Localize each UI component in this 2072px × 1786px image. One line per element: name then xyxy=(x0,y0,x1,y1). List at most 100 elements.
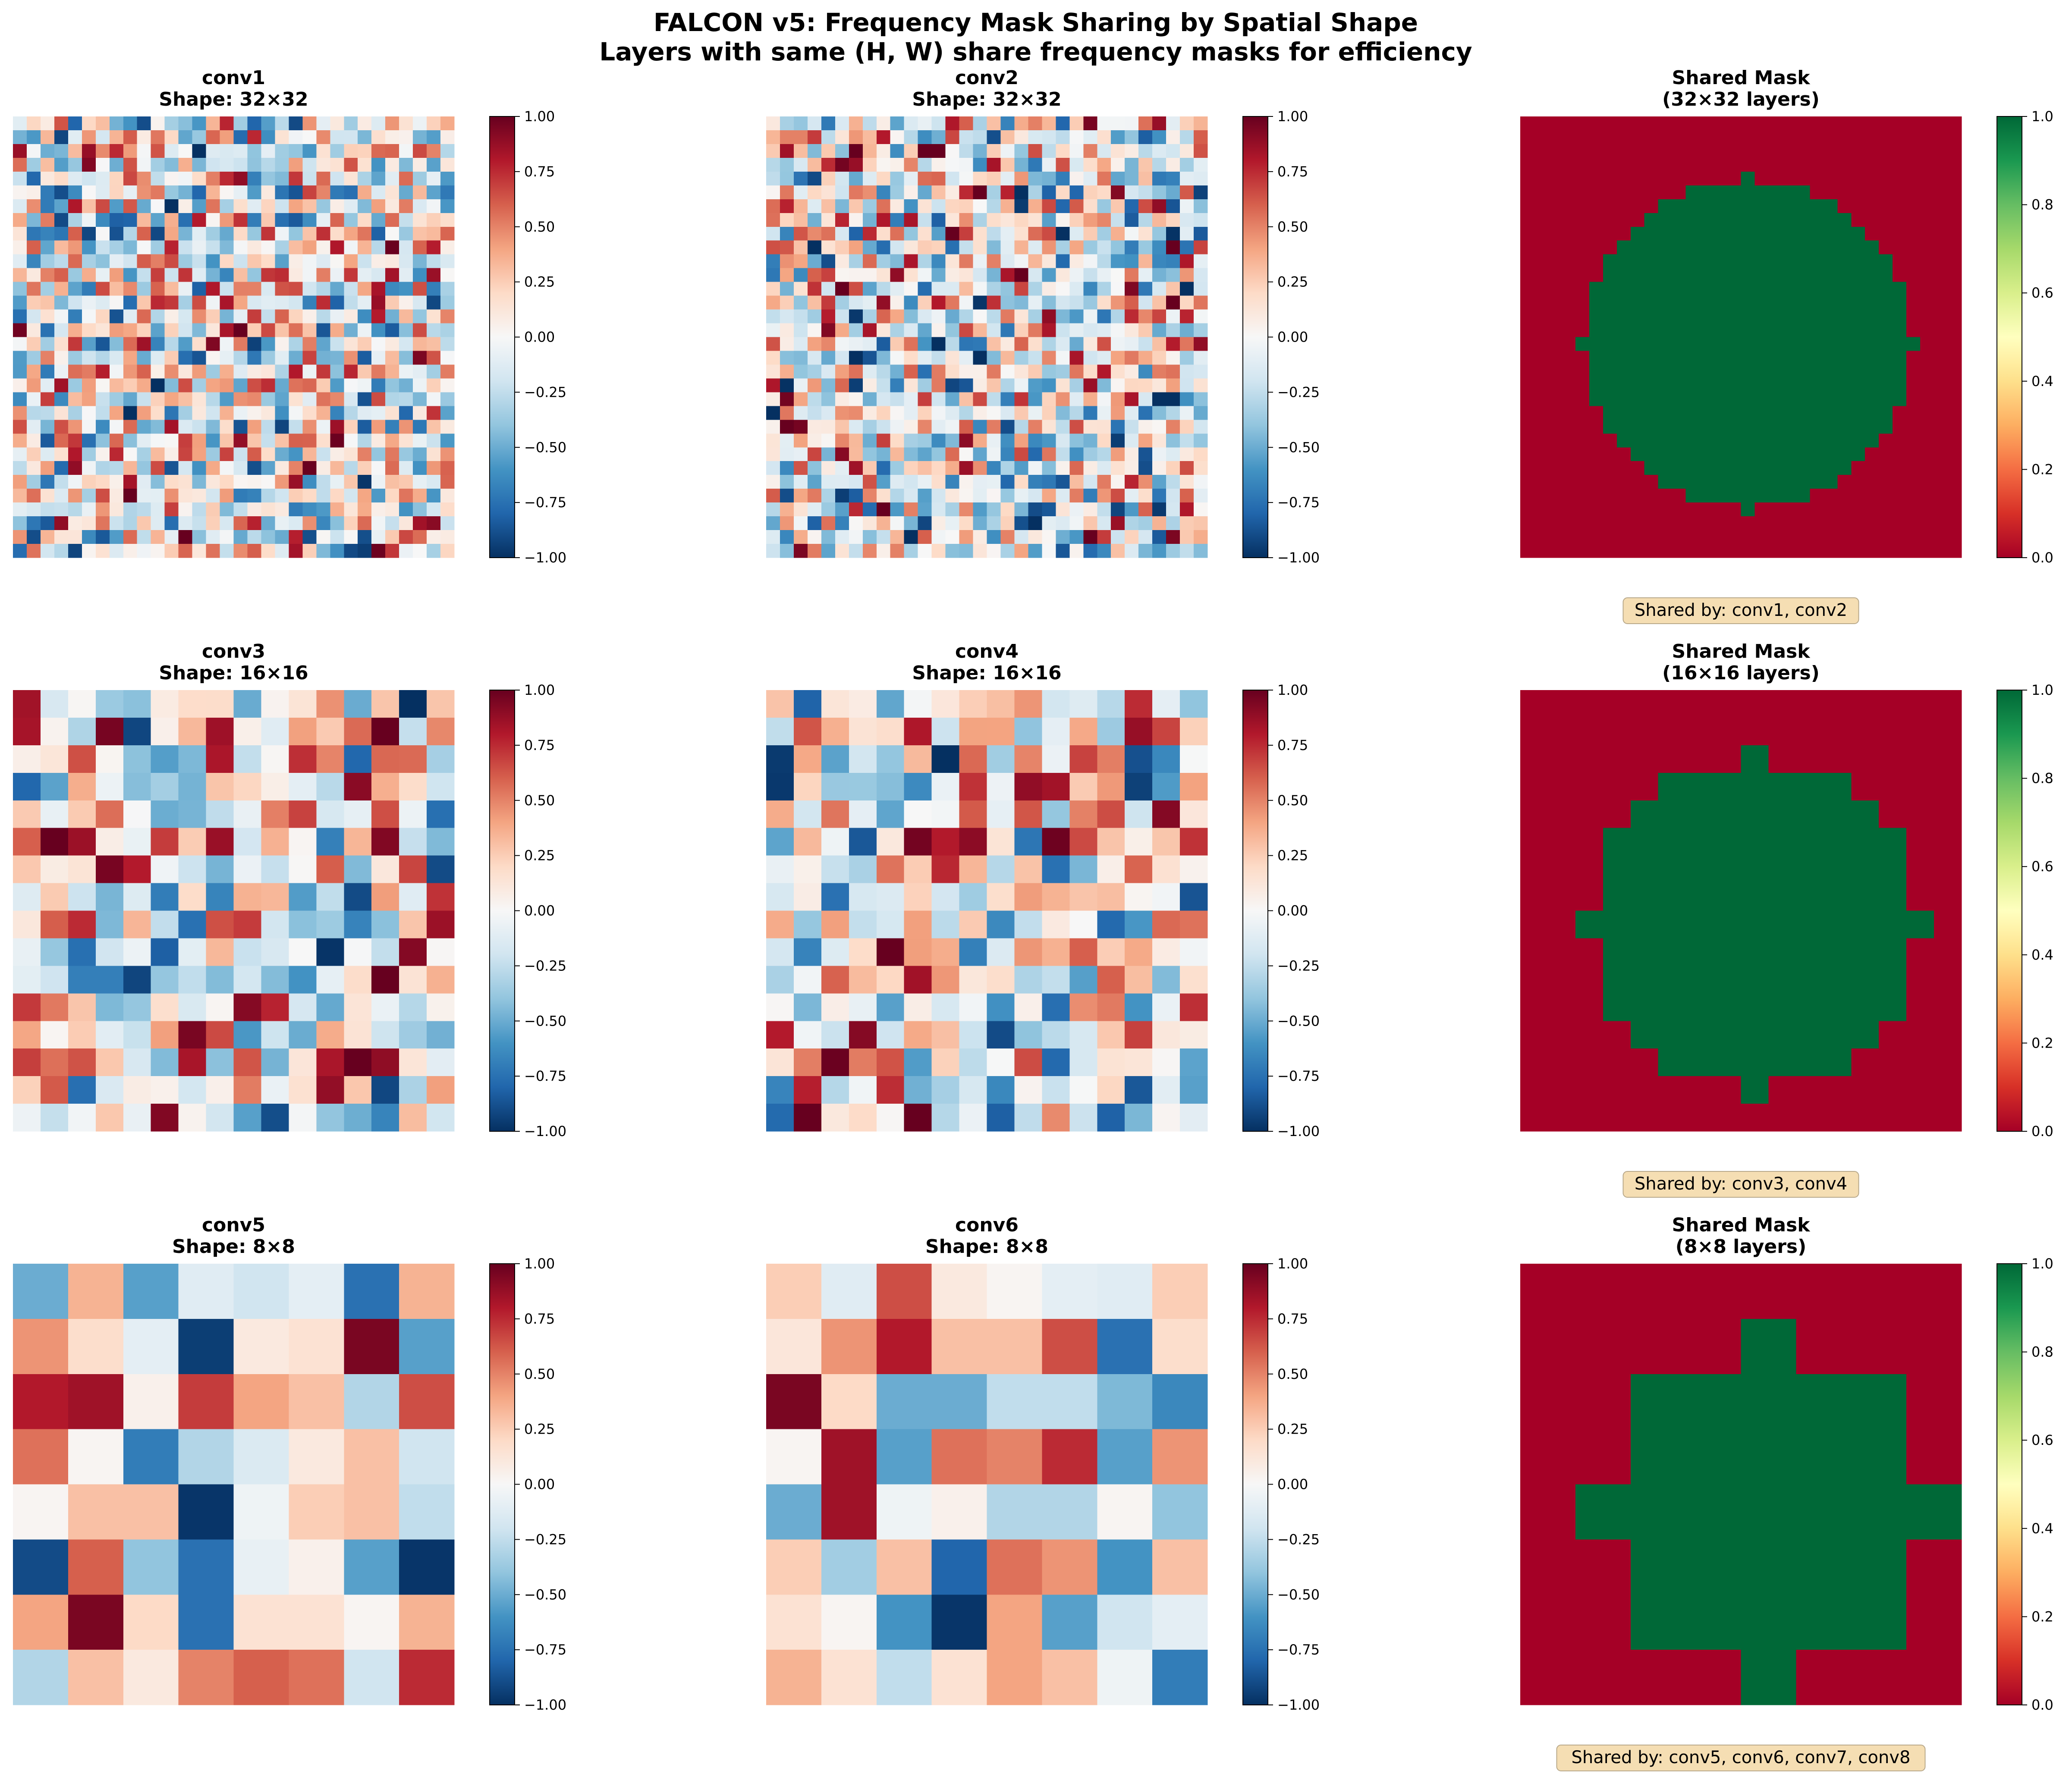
heatmap-cell xyxy=(1575,323,1590,338)
heatmap-cell xyxy=(1948,351,1962,365)
heatmap-cell xyxy=(1851,1429,1907,1485)
heatmap-cell xyxy=(876,1484,932,1540)
heatmap-cell xyxy=(1575,800,1604,829)
heatmap-cell xyxy=(766,433,780,448)
heatmap-mask8 xyxy=(1520,1264,1962,1705)
heatmap-cell xyxy=(440,199,455,213)
heatmap-cell xyxy=(1616,433,1631,448)
heatmap-cell xyxy=(399,883,427,911)
heatmap-cell xyxy=(1083,171,1097,186)
heatmap-cell xyxy=(1152,1650,1208,1705)
heatmap-cell xyxy=(289,544,303,558)
heatmap-cell xyxy=(1810,282,1824,296)
heatmap-cell xyxy=(1014,910,1042,939)
heatmap-cell xyxy=(440,392,455,406)
heatmap-cell xyxy=(289,1539,344,1595)
heatmap-cell xyxy=(109,364,124,379)
heatmap-cell xyxy=(821,544,836,558)
panel-mask32: Shared Mask(32×32 layers)1.00.80.60.40.2… xyxy=(1520,67,2053,624)
heatmap-cell xyxy=(261,254,276,269)
heatmap-cell xyxy=(1097,144,1111,158)
heatmap-cell xyxy=(233,828,262,856)
heatmap-cell xyxy=(427,717,455,746)
heatmap-cell xyxy=(427,502,441,517)
heatmap-cell xyxy=(1699,461,1714,475)
heatmap-cell xyxy=(973,337,987,352)
heatmap-cell xyxy=(206,433,220,448)
heatmap-cell xyxy=(1920,309,1934,324)
heatmap-cell xyxy=(918,461,932,475)
heatmap-cell xyxy=(26,530,41,544)
heatmap-cell xyxy=(1768,447,1783,461)
shared-by-label-mask32: Shared by: conv1, conv2 xyxy=(1635,600,1847,620)
heatmap-cell xyxy=(275,282,289,296)
heatmap-cell xyxy=(959,717,987,746)
heatmap-cell xyxy=(1083,489,1097,503)
heatmap-cell xyxy=(1152,800,1180,829)
heatmap-cell xyxy=(1561,240,1576,255)
heatmap-cell xyxy=(109,171,124,186)
heatmap-cell xyxy=(1948,475,1962,489)
heatmap-cell xyxy=(1699,378,1714,392)
heatmap-cell xyxy=(1042,157,1056,172)
heatmap-cell xyxy=(987,772,1015,801)
heatmap-cell xyxy=(109,199,124,213)
heatmap-cell xyxy=(261,130,276,144)
heatmap-cell xyxy=(1713,226,1728,241)
heatmap-cell xyxy=(1768,171,1783,186)
heatmap-cell xyxy=(275,392,289,406)
panel-mask16: Shared Mask(16×16 layers)1.00.80.60.40.2… xyxy=(1520,640,2053,1198)
heatmap-cell xyxy=(13,1539,69,1595)
heatmap-cell xyxy=(862,516,877,530)
heatmap-cell xyxy=(358,282,372,296)
heatmap-cell xyxy=(68,461,82,475)
heatmap-cell xyxy=(876,1318,932,1375)
heatmap-cell xyxy=(261,717,289,746)
heatmap-cell xyxy=(1575,351,1590,365)
heatmap-cell xyxy=(1837,171,1852,186)
heatmap-cell xyxy=(206,475,220,489)
heatmap-cell xyxy=(904,1048,932,1077)
heatmap-cell xyxy=(1000,226,1015,241)
heatmap-cell xyxy=(1056,226,1070,241)
colorbar-tick-label: 0.0 xyxy=(2031,549,2053,566)
heatmap-cell xyxy=(1194,282,1208,296)
heatmap-cell xyxy=(1644,433,1659,448)
heatmap-cell xyxy=(344,800,372,829)
heatmap-cell xyxy=(1865,254,1879,269)
heatmap-cell xyxy=(987,544,1001,558)
heatmap-cell xyxy=(178,433,193,448)
heatmap-cell xyxy=(1837,323,1852,338)
heatmap-cell xyxy=(1534,157,1548,172)
heatmap-cell xyxy=(780,240,794,255)
heatmap-cell xyxy=(109,475,124,489)
heatmap-cell xyxy=(123,1076,151,1104)
heatmap-cell xyxy=(987,406,1001,420)
heatmap-cell xyxy=(1810,447,1824,461)
heatmap-cell xyxy=(1851,282,1865,296)
heatmap-cell xyxy=(289,1104,317,1132)
heatmap-cell xyxy=(876,392,891,406)
heatmap-cell xyxy=(427,116,441,131)
heatmap-cell xyxy=(1824,282,1838,296)
heatmap-cell xyxy=(1672,475,1686,489)
heatmap-cell xyxy=(1125,364,1139,379)
heatmap-cell xyxy=(178,502,193,517)
colorbar-tick-label: 0.25 xyxy=(524,274,555,290)
heatmap-cell xyxy=(766,530,780,544)
heatmap-cell xyxy=(904,420,918,434)
heatmap-cell xyxy=(1754,309,1769,324)
heatmap-cell xyxy=(1069,502,1084,517)
heatmap-cell xyxy=(1603,745,1631,773)
heatmap-cell xyxy=(1152,185,1166,200)
heatmap-cell xyxy=(1934,910,1962,939)
heatmap-cell xyxy=(1603,185,1617,200)
heatmap-cell xyxy=(427,966,455,994)
heatmap-cell xyxy=(1138,199,1153,213)
heatmap-cell xyxy=(316,392,330,406)
colorbar-tick-label: 0.75 xyxy=(524,737,555,753)
heatmap-cell xyxy=(95,475,110,489)
heatmap-cell xyxy=(1152,364,1166,379)
heatmap-cell xyxy=(1589,378,1604,392)
heatmap-cell xyxy=(1028,323,1042,338)
